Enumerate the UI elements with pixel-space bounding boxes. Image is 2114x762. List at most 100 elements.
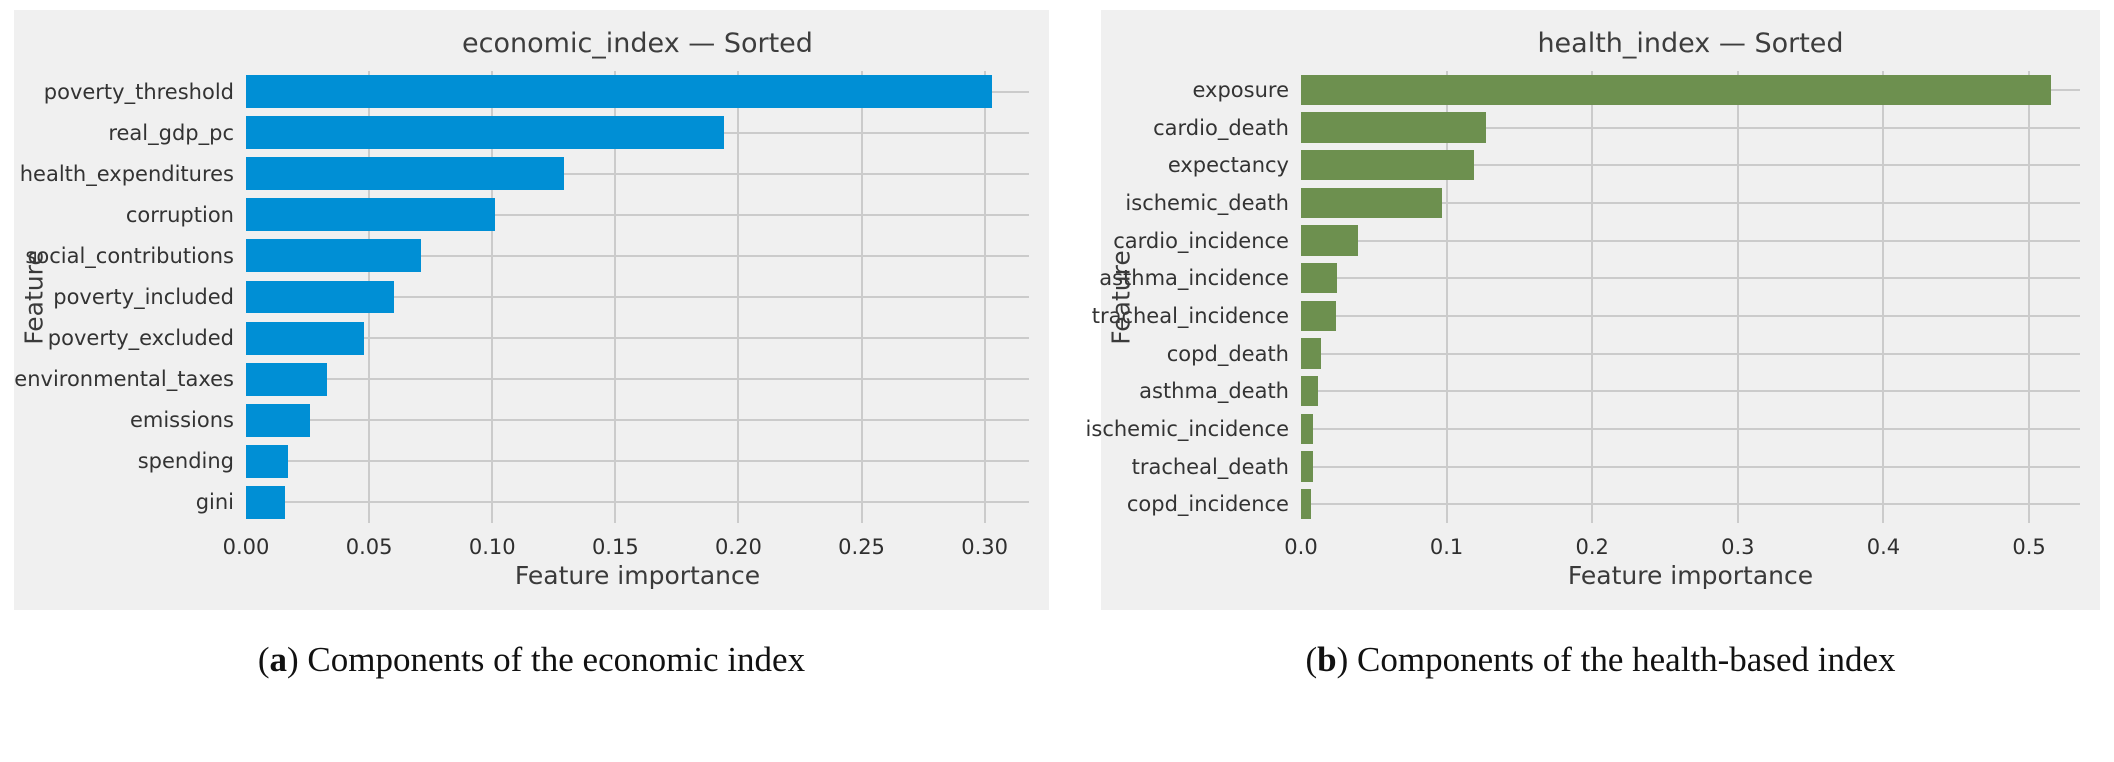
x-gridline [1882,71,1885,523]
y-gridline [246,172,1029,175]
bar [1300,74,2051,105]
bar [1300,187,1443,218]
bar-track [1300,71,2080,109]
category-label: social_contributions [25,243,234,268]
bar-row: exposure [1101,71,2080,109]
bar-track [1300,184,2080,222]
y-gridline [246,460,1029,463]
category-label: poverty_included [53,285,234,310]
bar-row: cardio_death [1101,109,2080,147]
bar-track [1300,485,2080,523]
figure: economic_index — Sorted Feature poverty_… [14,10,2100,680]
bar-row: poverty_included [14,276,1029,317]
bar [1300,376,1319,407]
subfigure-b: health_index — Sorted Feature exposure ca… [1085,10,2100,680]
chart-title: economic_index — Sorted [462,28,813,59]
subfigure-a: economic_index — Sorted Feature poverty_… [14,10,1049,680]
category-label: spending [137,449,234,474]
bar [246,444,288,478]
y-gridline [1300,314,2080,317]
category-label: ischemic_incidence [1085,416,1289,441]
bar-track [1300,146,2080,184]
bar-row: real_gdp_pc [14,112,1029,153]
bar [1300,451,1313,482]
y-gridline [1300,239,2080,242]
category-label: ischemic_death [1125,190,1289,215]
category-label: health_expenditures [19,161,234,186]
bar-track [1300,222,2080,260]
bar-track [1300,335,2080,373]
bar-row: ischemic_incidence [1085,410,2080,448]
bar [1300,112,1486,143]
y-axis-label: Feature [19,249,49,345]
category-label: asthma_death [1139,379,1289,404]
bar-rows: exposure cardio_death expectancy ischemic_d… [1085,71,2080,523]
category-label: tracheal_death [1131,454,1289,479]
y-gridline [246,419,1029,422]
x-gridline [2028,71,2031,523]
bar-track [246,235,1029,276]
x-gridline [1736,71,1739,523]
x-gridline [1591,71,1594,523]
x-tick-label: 0.25 [838,535,885,559]
bar [1300,225,1358,256]
y-gridline [246,296,1029,299]
y-gridline [1300,352,2080,355]
bar-track [1300,372,2080,410]
y-gridline [1300,164,2080,167]
x-tick-label: 0.0 [1284,535,1318,559]
category-label: tracheal_incidence [1091,303,1289,328]
bar-track [1300,259,2080,297]
x-axis-ticks: 0.00 0.05 0.10 0.15 0.20 0.25 0.30 [223,523,1029,561]
bar-row: gini [14,482,1029,523]
economic-importance-chart: economic_index — Sorted Feature poverty_… [14,10,1049,610]
category-label: exposure [1192,77,1289,102]
y-gridline [1300,277,2080,280]
category-label: cardio_incidence [1113,228,1289,253]
bar-row: copd_incidence [1101,485,2080,523]
health-importance-chart: health_index — Sorted Feature exposure ca… [1085,10,2100,610]
bar [246,198,495,232]
caption-b-text: Components of the health-based index [1357,640,1896,679]
category-label: environmental_taxes [14,367,234,392]
bar-row: corruption [14,194,1029,235]
bar [246,321,365,355]
bar-row: asthma_death [1101,372,2080,410]
y-gridline [246,254,1029,257]
x-tick-label: 0.2 [1575,535,1609,559]
caption-a-letter: a [269,640,288,679]
bar [246,157,564,191]
bar-track [246,153,1029,194]
category-label: gini [195,490,234,515]
bar-track [246,276,1029,317]
category-label: poverty_excluded [47,326,234,351]
bar-track [246,71,1029,112]
bar-row: asthma_incidence [1099,259,2080,297]
y-gridline [246,501,1029,504]
chart-title: health_index — Sorted [1537,28,1844,59]
x-axis-label: Feature importance [1567,561,1814,590]
bar-track [1300,297,2080,335]
bar-row: emissions [14,400,1029,441]
bar-row: poverty_threshold [14,71,1029,112]
bar [1300,413,1313,444]
caption-a: (a) Components of the economic index [257,640,806,679]
bar [1300,300,1336,331]
x-tick-label: 0.3 [1721,535,1755,559]
bar-track [246,400,1029,441]
category-label: expectancy [1167,153,1289,178]
bar [1300,150,1475,181]
category-label: poverty_threshold [43,79,234,104]
x-tick-label: 0.1 [1429,535,1464,559]
bar-row: expectancy [1101,146,2080,184]
bar [246,116,724,150]
bar-row: health_expenditures [14,153,1029,194]
x-axis-ticks: 0.0 0.1 0.2 0.3 0.4 0.5 [1284,523,2080,561]
x-axis-label: Feature importance [514,561,761,590]
bar [1300,489,1312,520]
bar-rows: poverty_threshold real_gdp_pc health_expen… [14,71,1029,523]
bar-track [246,359,1029,400]
y-gridline [246,378,1029,381]
category-label: copd_incidence [1126,492,1289,517]
bar-row: poverty_excluded [14,318,1029,359]
